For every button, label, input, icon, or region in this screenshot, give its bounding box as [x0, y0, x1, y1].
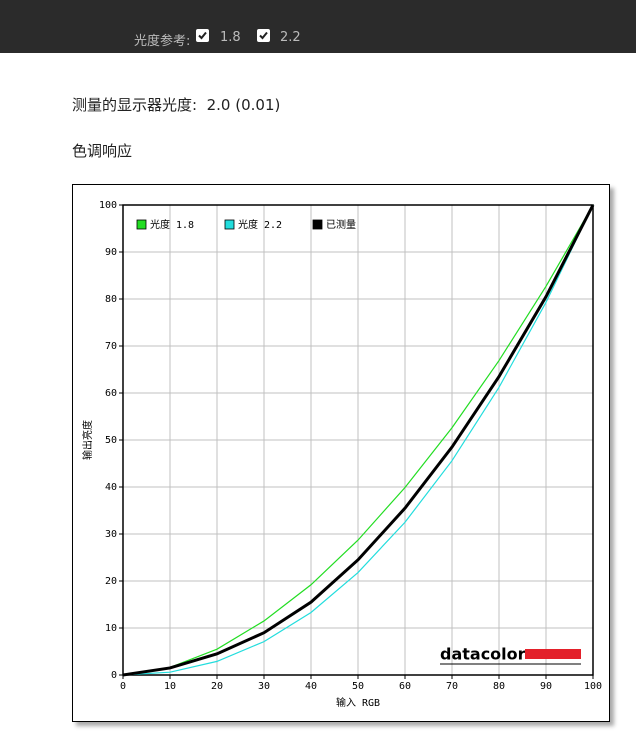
legend-swatch: [224, 219, 235, 230]
legend-label: 光度 2.2: [238, 218, 282, 231]
x-axis-label: 输入 RGB: [336, 696, 380, 709]
x-tick-label: 50: [352, 681, 364, 692]
x-tick-label: 30: [258, 681, 270, 692]
logo: datacolor: [440, 645, 526, 664]
x-tick-label: 60: [399, 681, 411, 692]
logo-bar: [525, 649, 581, 659]
y-tick-label: 20: [105, 576, 117, 587]
y-tick-label: 100: [99, 200, 117, 211]
x-tick-label: 70: [446, 681, 458, 692]
x-tick-label: 100: [584, 681, 602, 692]
y-tick-label: 50: [105, 435, 117, 446]
y-tick-label: 30: [105, 529, 117, 540]
y-tick-label: 70: [105, 341, 117, 352]
y-tick-label: 60: [105, 388, 117, 399]
series-line: [122, 204, 594, 676]
legend-label: 光度 1.8: [150, 218, 194, 231]
chart: 0 10 20 30 40 50 60 70 80 90 100 0 10 20 30 40 50 60 70 80 9…: [72, 184, 610, 722]
section-title: 色调响应: [72, 142, 133, 160]
toolbar: 光度参考: 1.8 2.2: [0, 0, 636, 53]
legend-swatch: [136, 219, 147, 230]
x-tick-label: 0: [120, 681, 126, 692]
measured-label: 测量的显示器光度:: [72, 96, 198, 114]
measured-gamma: 测量的显示器光度: 2.0 (0.01): [72, 94, 280, 115]
y-axis-label: 输出亮度: [81, 420, 94, 460]
chart-frame: [72, 184, 610, 722]
x-tick-label: 10: [164, 681, 176, 692]
y-tick-label: 0: [111, 670, 117, 681]
y-tick-label: 10: [105, 623, 117, 634]
y-tick-label: 80: [105, 294, 117, 305]
reference-label: 光度参考:: [134, 34, 191, 49]
y-tick-label: 90: [105, 247, 117, 258]
option-label: 1.8: [220, 30, 241, 45]
legend-swatch: [312, 219, 323, 230]
series-line: [122, 204, 595, 677]
checkbox[interactable]: [257, 29, 270, 42]
y-tick-label: 40: [105, 482, 117, 493]
checkbox[interactable]: [196, 29, 209, 42]
x-tick-label: 40: [305, 681, 317, 692]
measured-value: 2.0 (0.01): [206, 96, 281, 114]
x-tick-label: 80: [493, 681, 505, 692]
series-line: [122, 204, 594, 676]
legend-label: 已测量: [326, 218, 356, 231]
x-tick-label: 90: [540, 681, 552, 692]
plot-frame: [122, 204, 594, 676]
option-label: 2.2: [280, 30, 301, 45]
x-tick-label: 20: [211, 681, 223, 692]
